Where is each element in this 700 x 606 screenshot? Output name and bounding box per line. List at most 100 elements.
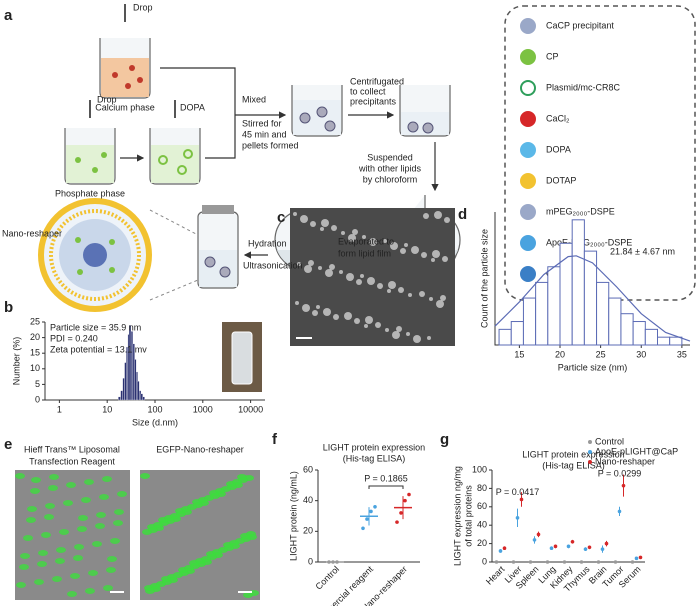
x-axis-label: Particle size (nm) [558,362,628,372]
step-label: by chloroform [363,174,418,184]
particle [304,265,312,273]
bracket [368,485,404,489]
bar [535,281,549,346]
particle [295,301,299,305]
particle [442,256,448,262]
panel-label: b [4,299,13,316]
cell [110,538,120,544]
tem-particles [293,211,450,343]
legend-text: Control [595,436,624,446]
particle [390,242,398,250]
y-tick-label: 0 [308,556,313,566]
legend-icon [520,80,536,96]
point [365,517,369,521]
step-label: Drop [133,2,153,12]
particle [369,238,377,246]
legend-text: CP [546,51,559,61]
chart-title: (His-tag ELISA) [343,453,406,463]
legend-text: CaCP precipitant [546,20,614,30]
annotation: P = 0.1865 [364,473,408,483]
cell [67,591,77,597]
cell [70,573,80,579]
cell [192,499,202,505]
x-tick-label: Control [314,564,342,592]
cell [189,560,199,566]
cell [209,490,219,496]
particle [387,289,391,293]
annotation: PDI = 0.240 [50,333,98,343]
cell [41,532,51,538]
particle [392,331,400,339]
point [502,546,507,550]
bar [669,336,683,346]
particle [323,308,331,316]
bar [137,381,140,401]
panel-label: g [440,431,449,448]
particle [444,217,450,223]
step-label: Hydration [248,238,287,248]
step-label: Calcium phase [95,102,155,112]
particle [308,260,314,266]
point [549,546,554,550]
particle [423,213,429,219]
point [566,544,571,549]
x-tick-label: 10000 [238,404,263,414]
particle [320,227,324,231]
bar [126,346,128,401]
step-label: Evaporated to [338,236,394,246]
particle [396,326,402,332]
particle [365,316,373,324]
x-tick-label: 10 [102,404,112,414]
y-axis-label: Count of the particle size [479,229,489,328]
bar [498,328,512,346]
particle [362,235,366,239]
particle [302,304,310,312]
cell [73,555,83,561]
annotation: Zeta potential = 13.1 mv [50,344,147,354]
bar [644,328,658,346]
particle [431,258,435,262]
legend-text: DOTAP [546,175,576,185]
y-tick-label: 20 [303,526,313,536]
cell [144,585,154,591]
image-title: Hieff Trans™ Liposomal [24,444,120,454]
image-title: Transfection Reagent [29,456,115,466]
cell [237,474,247,480]
bar [118,396,121,401]
cell [81,497,91,503]
y-tick-label: 0 [482,556,487,566]
particle [318,266,322,270]
step-label: form lipid film [338,248,391,258]
cell [95,523,105,529]
particle [344,312,352,320]
cell [19,564,29,570]
point [634,556,639,561]
bar [522,297,537,346]
annotation: Particle size = 35.9 nm [50,322,141,332]
y-tick-label: 80 [477,483,487,493]
point [407,492,411,497]
point [519,497,524,502]
point [604,541,609,546]
point [536,532,541,537]
cell [37,561,47,567]
image-title: EGFP-Nano-reshaper [156,444,244,454]
panel-label: c [277,209,285,226]
point [583,547,588,551]
point [369,509,373,514]
step-label: Centrifugated [350,76,404,86]
particle [310,221,316,227]
legend-marker [588,460,592,464]
particle [436,300,444,308]
legend-text: ApoE-pLIGHT@CaP [595,446,678,456]
point [545,560,550,564]
bar [134,359,137,401]
particle [346,273,354,281]
particle [339,270,343,274]
particle [354,318,360,324]
particle [341,231,345,235]
y-axis-label: LIGHT protein (ng/mL) [288,471,298,561]
point [395,520,399,524]
cell [20,553,30,559]
